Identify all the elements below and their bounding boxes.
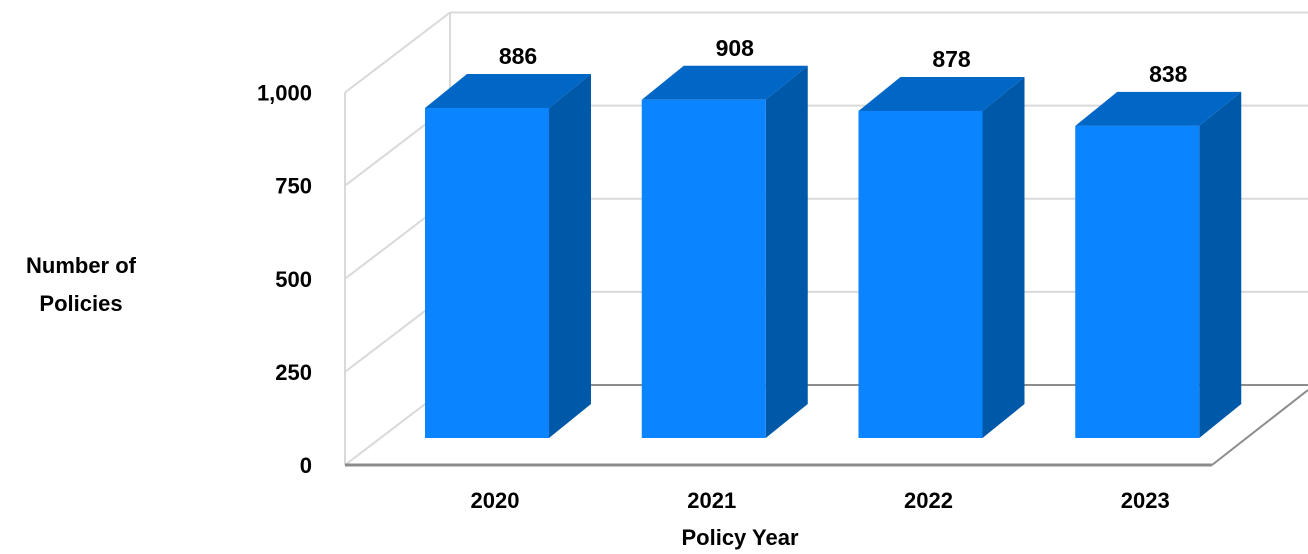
bar-top-2022 (858, 76, 1025, 111)
bars (425, 65, 1242, 439)
chart-floor (345, 389, 1308, 467)
bar-2022 (858, 110, 983, 438)
bar-top-2020 (425, 73, 591, 108)
bar-side-2023 (1199, 91, 1242, 438)
data-label-2020: 886 (499, 43, 537, 69)
x-axis-title: Policy Year (681, 525, 798, 550)
y-tick-label: 1,000 (257, 81, 312, 106)
floor-right-edge (1211, 389, 1308, 466)
y-axis-ticks: 0 250 500 750 1,000 (257, 81, 312, 479)
y-tick-label: 750 (275, 174, 312, 199)
data-label-2021: 908 (716, 35, 755, 61)
y-tick-label: 0 (300, 453, 312, 478)
bar-2021 (641, 99, 766, 439)
y-axis-title-line-2: Policies (39, 291, 122, 316)
x-tick-label-2022: 2022 (904, 488, 953, 513)
y-tick-label: 500 (275, 267, 312, 292)
data-labels: 886 908 878 838 (499, 35, 1188, 87)
side-wall-gridline (344, 11, 451, 94)
bar-2020 (425, 107, 549, 438)
x-tick-label-2023: 2023 (1121, 488, 1170, 513)
bar-side-2021 (765, 65, 808, 439)
data-label-2022: 878 (932, 46, 971, 72)
bar-2023 (1075, 125, 1200, 438)
y-axis-title-line-1: Number of (26, 253, 137, 278)
bar-side-2020 (549, 73, 591, 438)
x-tick-label-2020: 2020 (471, 488, 520, 513)
bar-side-2022 (982, 76, 1025, 438)
x-axis-ticks: 2020 2021 2022 2023 (471, 488, 1170, 513)
x-tick-label-2021: 2021 (687, 488, 736, 513)
y-tick-label: 250 (275, 360, 312, 385)
bar-top-2023 (1075, 91, 1242, 126)
data-label-2023: 838 (1149, 61, 1188, 87)
bar-top-2021 (641, 65, 808, 100)
